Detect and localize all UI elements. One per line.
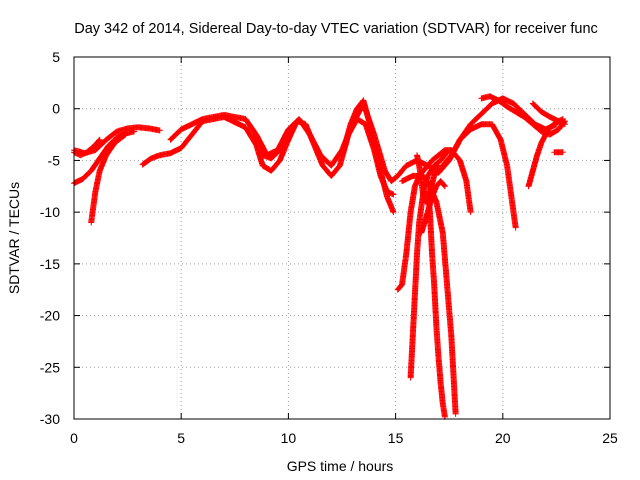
data-points: [71, 93, 568, 420]
chart-title: Day 342 of 2014, Sidereal Day-to-day VTE…: [74, 21, 598, 37]
axis-ticks: 0 5 10 15 20 25 5 0 -5 -10 -15 -20 -25 -30: [40, 49, 618, 446]
plot-frame: [73, 56, 611, 420]
grid: [74, 57, 610, 419]
y-tick-label: -5: [48, 152, 61, 168]
plus-markers: [399, 172, 459, 417]
series-track-10: [394, 147, 474, 293]
series-track-17: [478, 93, 568, 138]
plus-markers: [339, 97, 397, 216]
x-tick-label: 10: [281, 430, 297, 446]
y-tick-label: 5: [52, 49, 60, 65]
x-tick-label: 5: [177, 430, 185, 446]
x-tick-label: 20: [495, 430, 511, 446]
y-axis-label: SDTVAR / TECUs: [6, 182, 22, 294]
y-tick-label: -10: [40, 204, 60, 220]
series-track-8: [339, 97, 397, 216]
series-track-20: [551, 149, 566, 156]
y-tick-label: -30: [40, 411, 60, 427]
y-tick-label: 0: [52, 101, 60, 117]
plus-markers: [424, 188, 448, 420]
series-track-15: [424, 188, 448, 420]
plus-markers: [251, 131, 292, 162]
plus-markers: [394, 147, 474, 293]
series-track-4: [88, 131, 129, 226]
series-track-19: [529, 100, 568, 128]
x-tick-label: 0: [70, 430, 78, 446]
plus-markers: [88, 131, 129, 226]
plus-markers: [478, 93, 568, 138]
x-tick-label: 15: [388, 430, 404, 446]
x-axis-label: GPS time / hours: [287, 458, 394, 474]
series-track-16: [439, 121, 519, 231]
plus-markers: [525, 116, 566, 190]
y-tick-label: -25: [40, 359, 60, 375]
series-track-18: [525, 116, 566, 190]
x-tick-label: 25: [602, 430, 618, 446]
y-tick-label: -15: [40, 256, 60, 272]
series-track-7: [251, 131, 292, 162]
plus-markers: [439, 121, 519, 231]
plus-markers: [529, 100, 568, 128]
y-tick-label: -20: [40, 308, 60, 324]
plus-markers: [551, 149, 566, 156]
series-track-13: [399, 172, 459, 417]
